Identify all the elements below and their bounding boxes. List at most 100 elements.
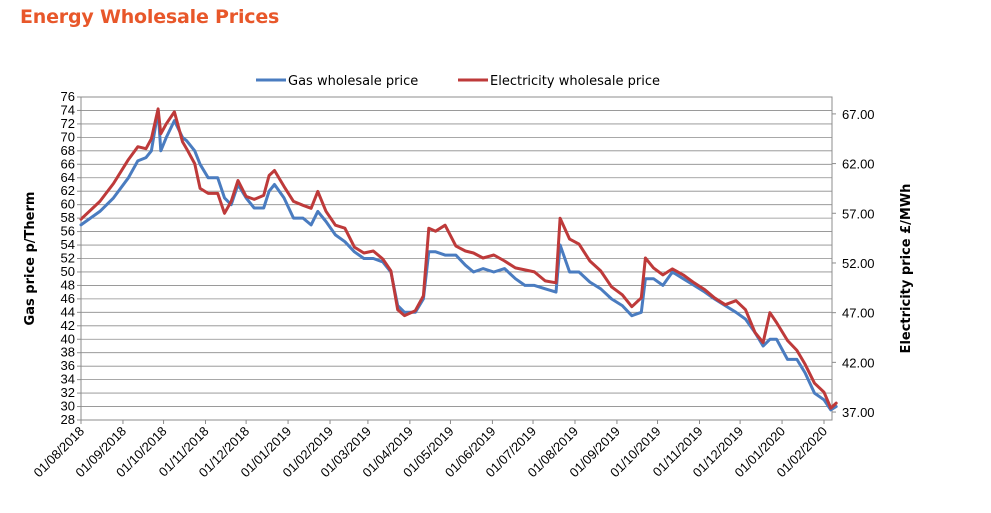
data-point — [325, 210, 327, 213]
data-point — [804, 363, 806, 366]
data-point — [682, 274, 685, 276]
data-point — [555, 282, 557, 284]
data-point — [283, 185, 285, 188]
data-point — [744, 308, 747, 311]
series-line-gas — [79, 109, 838, 412]
data-point — [786, 358, 789, 361]
data-point — [216, 192, 219, 195]
data-point — [230, 200, 233, 203]
left-tick-label: 76 — [61, 89, 75, 104]
data-point — [199, 187, 201, 190]
data-point — [185, 139, 188, 142]
left-axis-ticks: 2830323436384042444648505254565860626466… — [61, 89, 81, 427]
data-point — [524, 284, 526, 287]
data-point — [127, 176, 130, 179]
data-point — [735, 299, 737, 302]
data-point — [207, 176, 210, 179]
left-tick-label: 70 — [61, 129, 75, 144]
data-point — [823, 391, 825, 393]
data-point — [372, 257, 375, 260]
data-point — [145, 147, 147, 150]
data-point — [273, 183, 276, 186]
right-tick-label: 47.00 — [842, 306, 875, 321]
data-point — [621, 293, 624, 296]
right-tick-label: 57.00 — [842, 206, 875, 221]
left-tick-label: 30 — [61, 399, 75, 414]
data-point — [216, 176, 219, 179]
data-point — [514, 267, 517, 269]
data-point — [544, 280, 547, 282]
left-tick-label: 44 — [61, 304, 75, 319]
data-point — [160, 132, 162, 135]
data-point — [568, 238, 571, 240]
series-lines — [79, 107, 838, 412]
data-point — [292, 217, 295, 219]
right-tick-label: 67.00 — [842, 107, 875, 122]
data-point — [150, 150, 153, 152]
data-point — [157, 108, 159, 110]
data-point — [268, 174, 270, 177]
left-tick-label: 34 — [61, 372, 75, 387]
data-point — [253, 198, 256, 201]
data-point — [713, 296, 716, 299]
data-point — [610, 286, 613, 288]
data-point — [353, 246, 356, 248]
data-point — [193, 162, 196, 165]
left-tick-label: 52 — [61, 251, 75, 266]
left-tick-label: 56 — [61, 224, 75, 239]
data-point — [390, 270, 392, 272]
data-point — [482, 267, 484, 270]
left-tick-label: 36 — [61, 358, 75, 373]
left-tick-label: 40 — [61, 331, 75, 346]
data-point — [652, 277, 655, 280]
data-point — [671, 271, 674, 273]
left-tick-label: 68 — [61, 143, 75, 158]
data-point — [344, 227, 346, 229]
data-point — [555, 291, 557, 293]
data-point — [302, 217, 304, 219]
data-point — [503, 260, 506, 262]
data-point — [621, 304, 624, 307]
data-point — [533, 284, 536, 287]
data-point — [268, 190, 270, 193]
left-tick-label: 66 — [61, 156, 75, 171]
data-point — [150, 137, 153, 140]
data-point — [455, 254, 457, 256]
data-point — [682, 277, 685, 280]
left-tick-label: 32 — [61, 385, 75, 400]
data-point — [578, 271, 580, 273]
data-point — [302, 204, 304, 207]
data-point — [145, 156, 147, 159]
data-point — [813, 392, 816, 394]
data-point — [769, 338, 771, 341]
data-point — [173, 111, 176, 113]
left-tick-label: 72 — [61, 116, 75, 131]
data-point — [524, 269, 526, 271]
data-point — [813, 382, 816, 385]
legend-label: Gas wholesale price — [288, 74, 418, 89]
data-point — [283, 197, 285, 199]
left-tick-label: 58 — [61, 210, 75, 225]
data-point — [193, 150, 196, 152]
gridlines — [81, 96, 832, 421]
data-point — [744, 318, 747, 320]
left-tick-label: 28 — [61, 412, 75, 427]
data-point — [273, 169, 276, 172]
data-point — [181, 140, 184, 143]
left-tick-label: 60 — [61, 197, 75, 212]
data-point — [610, 298, 613, 300]
data-point — [334, 224, 337, 227]
right-tick-label: 52.00 — [842, 256, 875, 271]
left-tick-label: 54 — [61, 237, 75, 252]
data-point — [403, 311, 406, 314]
data-point — [165, 136, 168, 139]
data-point — [568, 271, 571, 273]
data-point — [762, 341, 764, 344]
data-point — [414, 309, 417, 312]
data-point — [127, 158, 130, 161]
data-point — [317, 190, 319, 193]
data-point — [237, 179, 239, 182]
left-tick-label: 50 — [61, 264, 75, 279]
data-point — [693, 282, 695, 284]
data-point — [165, 123, 168, 125]
